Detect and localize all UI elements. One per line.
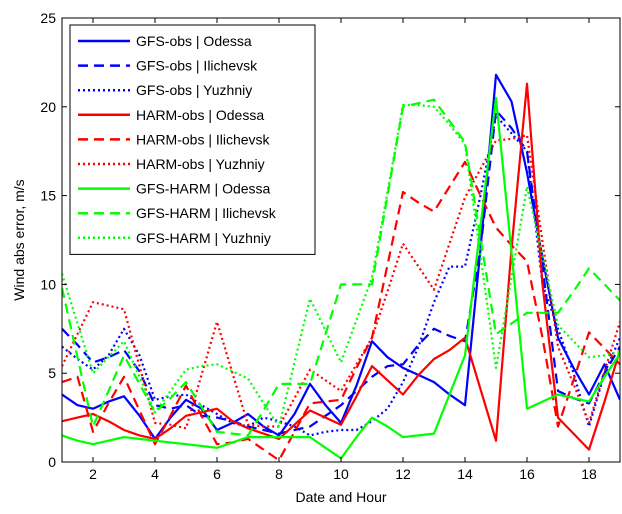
- y-tick-label: 5: [48, 365, 56, 381]
- series-line-1: [62, 109, 620, 435]
- x-tick-label: 2: [89, 466, 97, 482]
- y-axis-label: Wind abs error, m/s: [11, 179, 27, 300]
- series-line-4: [62, 160, 620, 462]
- y-tick-label: 25: [40, 10, 56, 26]
- y-tick-label: 10: [40, 276, 56, 292]
- legend-label-3: HARM-obs | Odessa: [136, 107, 264, 123]
- legend-label-5: HARM-obs | Yuzhniy: [136, 156, 265, 172]
- legend: GFS-obs | Odessa GFS-obs | Ilichevsk GFS-o…: [69, 24, 316, 255]
- y-tick-label: 15: [40, 188, 56, 204]
- x-tick-label: 10: [333, 466, 349, 482]
- series-line-7: [62, 98, 620, 437]
- series-line-3: [62, 82, 620, 451]
- x-tick-label: 16: [519, 466, 535, 482]
- legend-label-8: GFS-HARM | Yuzhniy: [136, 230, 271, 246]
- series-line-2: [62, 114, 620, 437]
- x-axis-label: Date and Hour: [295, 489, 386, 505]
- legend-label-6: GFS-HARM | Odessa: [136, 181, 271, 197]
- x-tick-label: 4: [151, 466, 159, 482]
- axis-ticks: 2 4 6 8 10 12 14 16 18 0 5 10 15 20 25: [40, 10, 620, 482]
- x-tick-label: 18: [581, 466, 597, 482]
- legend-label-4: HARM-obs | Ilichevsk: [136, 131, 271, 147]
- y-tick-label: 0: [48, 454, 56, 470]
- series-line-5: [62, 134, 620, 430]
- y-tick-label: 20: [40, 99, 56, 115]
- x-tick-label: 12: [395, 466, 411, 482]
- series-line-8: [62, 103, 620, 428]
- x-tick-label: 6: [213, 466, 221, 482]
- legend-label-1: GFS-obs | Ilichevsk: [136, 58, 258, 74]
- legend-label-0: GFS-obs | Odessa: [136, 33, 252, 49]
- x-tick-label: 14: [457, 466, 473, 482]
- legend-label-2: GFS-obs | Yuzhniy: [136, 82, 252, 98]
- x-tick-label: 8: [275, 466, 283, 482]
- legend-label-7: GFS-HARM | Ilichevsk: [136, 205, 277, 221]
